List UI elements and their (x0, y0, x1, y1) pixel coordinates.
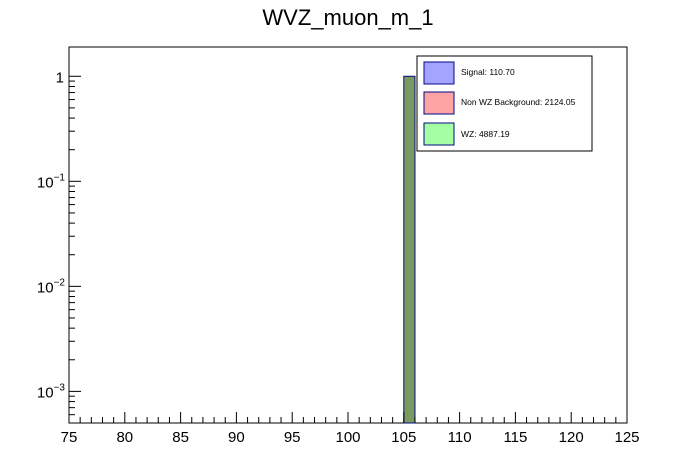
legend-label-wz: WZ: 4887.19 (461, 129, 510, 139)
legend-label-non-wz-background: Non WZ Background: 2124.05 (461, 97, 576, 107)
y-tick-label: 10−1 (37, 172, 66, 191)
x-tick-label: 125 (614, 429, 639, 446)
x-tick-label: 100 (335, 429, 360, 446)
x-tick-label: 90 (228, 429, 245, 446)
legend-swatch-signal (423, 61, 455, 85)
x-tick-label: 95 (284, 429, 301, 446)
x-tick-label: 115 (503, 429, 527, 446)
x-tick-label: 80 (116, 429, 133, 446)
legend-label-signal: Signal: 110.70 (461, 67, 515, 77)
bar-0 (403, 75, 416, 424)
y-tick-label: 1 (56, 69, 64, 86)
legend-swatch-non-wz-background (423, 91, 455, 115)
chart-title: WVZ_muon_m_1 (262, 5, 433, 30)
y-tick-label: 10−2 (37, 277, 66, 296)
x-tick-label: 75 (61, 429, 78, 446)
x-axis: 75 80 85 90 95 100 105 110 115 120 125 (61, 412, 640, 446)
y-tick-label: 10−3 (37, 382, 66, 401)
legend-swatch-wz (423, 122, 455, 146)
x-tick-label: 110 (448, 429, 472, 446)
bars (403, 75, 416, 424)
x-tick-label: 105 (391, 429, 416, 446)
x-tick-label: 85 (172, 429, 189, 446)
legend: Signal: 110.70 Non WZ Background: 2124.0… (416, 55, 593, 152)
y-axis: 1 10−1 10−2 10−3 (37, 69, 81, 424)
x-tick-label: 120 (559, 429, 584, 446)
